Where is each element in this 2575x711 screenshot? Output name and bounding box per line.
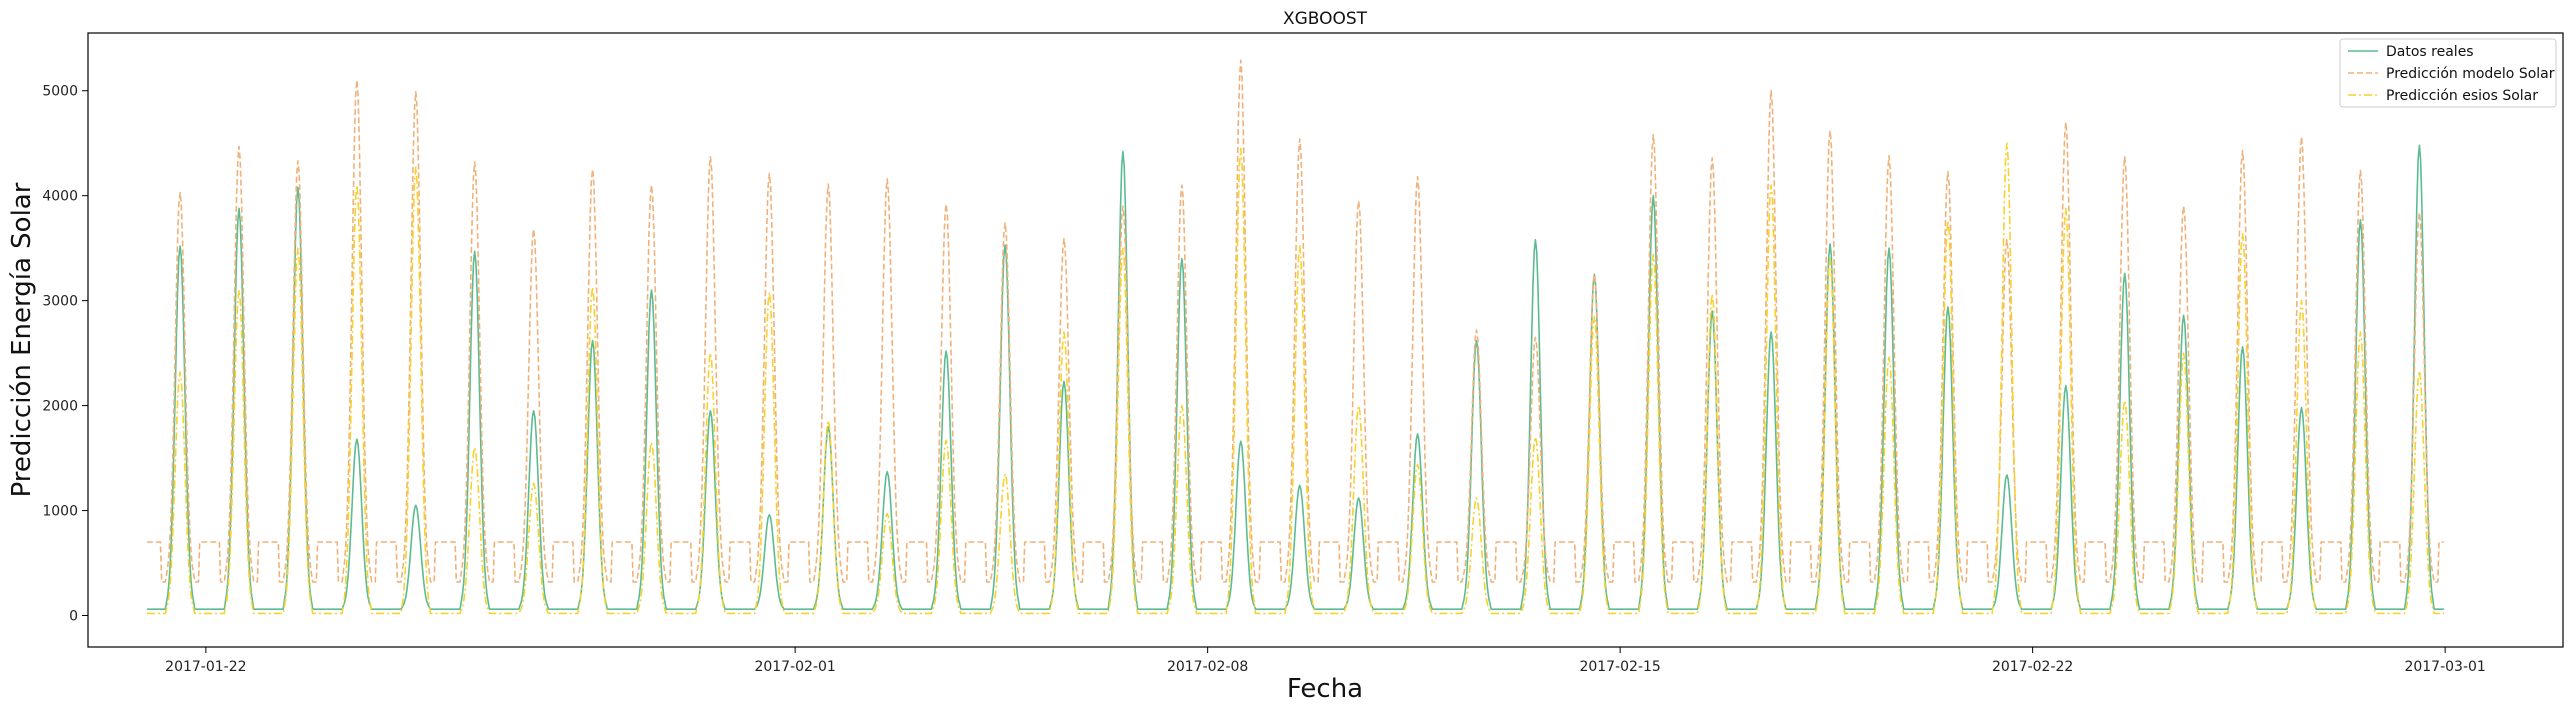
y-tick-label: 1000 (42, 504, 78, 520)
x-tick-label: 2017-02-15 (1579, 659, 1660, 675)
chart-title: XGBOOST (1283, 9, 1368, 29)
y-axis-ticks: 0 1000 2000 3000 4000 5000 (42, 84, 88, 625)
legend-box (2339, 38, 2557, 108)
series-line-2 (146, 142, 2444, 615)
y-tick-label: 3000 (42, 294, 78, 310)
legend-label-prediccion-esios: Predicción esios Solar (2386, 88, 2538, 104)
x-tick-label: 2017-02-08 (1167, 659, 1248, 675)
x-axis-ticks: 2017-01-22 2017-02-01 2017-02-08 2017-02-15… (165, 647, 2486, 675)
legend-label-datos-reales: Datos reales (2386, 44, 2474, 60)
plot-frame (87, 32, 2564, 648)
y-tick-label: 0 (69, 609, 78, 625)
x-tick-label: 2017-03-01 (2404, 659, 2485, 675)
y-axis-label: Predicción Energía Solar (7, 182, 37, 497)
y-tick-label: 4000 (42, 189, 78, 205)
x-tick-label: 2017-02-01 (754, 659, 835, 675)
x-axis-label: Fecha (1287, 674, 1363, 704)
x-tick-label: 2017-02-22 (1992, 659, 2073, 675)
series-line-0 (146, 144, 2444, 610)
y-tick-label: 2000 (42, 399, 78, 415)
legend-label-prediccion-modelo: Predicción modelo Solar (2386, 66, 2555, 82)
y-tick-label: 5000 (42, 84, 78, 100)
series-line-1 (146, 59, 2444, 583)
x-tick-label: 2017-01-22 (165, 659, 246, 675)
legend: Datos reales Predicción modelo Solar Pre… (2339, 38, 2557, 108)
plot-lines (146, 59, 2444, 615)
